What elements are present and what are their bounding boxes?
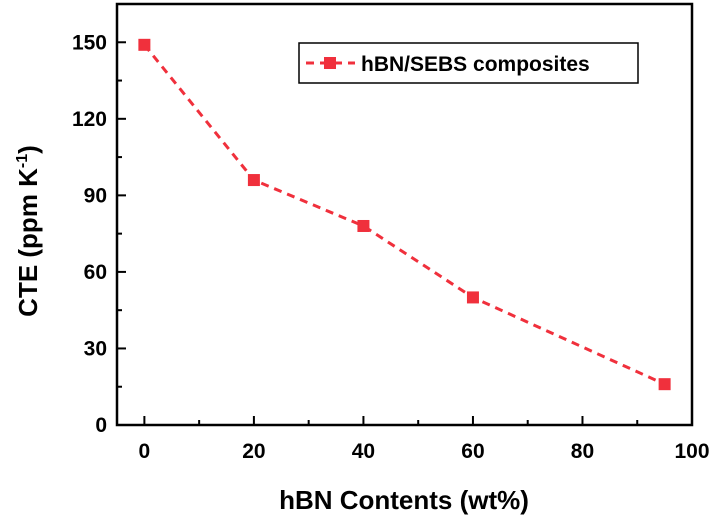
data-point-marker <box>466 291 479 304</box>
series-layer <box>138 38 671 391</box>
y-tick-label: 120 <box>72 108 107 131</box>
series-line <box>143 43 666 386</box>
axis-ticks <box>117 3 693 426</box>
plot-frame <box>115 2 694 427</box>
y-tick-label: 150 <box>72 31 107 54</box>
y-tick-label: 60 <box>84 261 107 284</box>
legend-marker <box>324 57 336 69</box>
data-point-marker <box>658 378 671 391</box>
x-tick-label: 80 <box>571 440 594 463</box>
data-point-marker <box>357 219 370 232</box>
x-tick-label: 100 <box>674 440 709 463</box>
legend-box <box>298 42 639 84</box>
y-axis-title-superscript: -1 <box>14 154 31 168</box>
x-axis-title: hBN Contents (wt%) <box>279 485 529 515</box>
tick-labels: 0 20 40 60 80 100 0 30 60 90 120 150 <box>72 31 710 463</box>
x-tick-label: 20 <box>242 440 265 463</box>
y-tick-label: 90 <box>84 184 107 207</box>
legend-label: hBN/SEBS composites <box>361 53 590 76</box>
x-tick-label: 60 <box>461 440 484 463</box>
x-tick-label: 0 <box>139 440 151 463</box>
legend: hBN/SEBS composites <box>298 42 639 84</box>
data-point-marker <box>138 38 151 51</box>
x-tick-label: 40 <box>352 440 375 463</box>
y-axis-title-close: ) <box>13 145 43 154</box>
data-point-marker <box>247 174 260 187</box>
y-axis-title: CTE (ppm K-1) <box>13 145 43 317</box>
y-axis-title-main: CTE (ppm K <box>13 168 43 317</box>
y-tick-label: 30 <box>84 337 107 360</box>
y-tick-label: 0 <box>95 414 107 437</box>
